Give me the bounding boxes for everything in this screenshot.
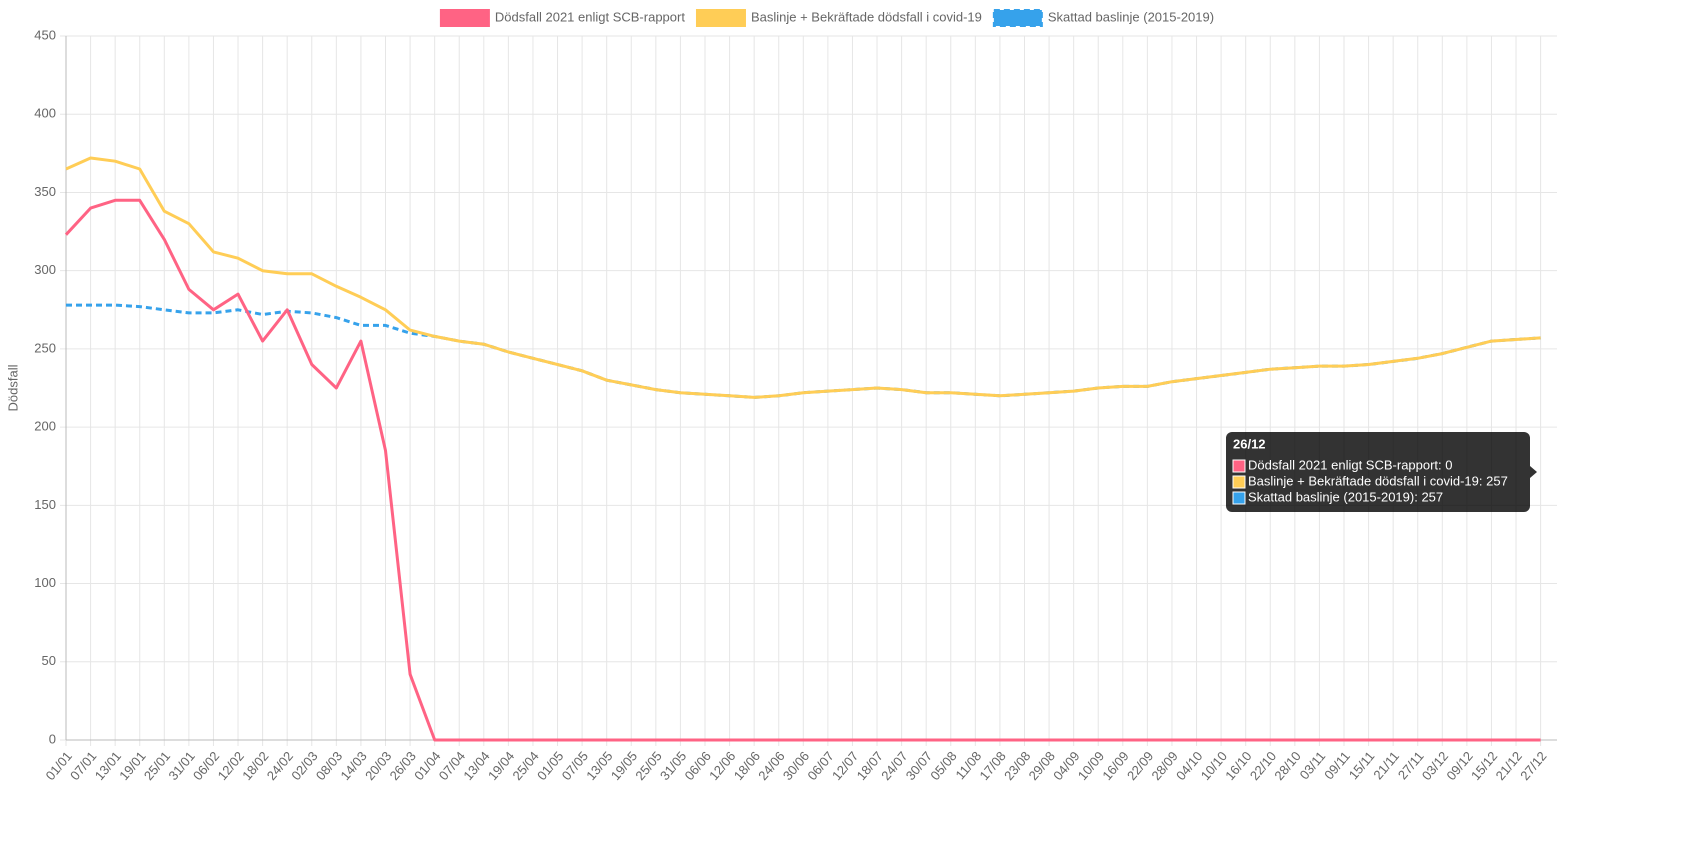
x-tick-label: 25/05 — [632, 748, 664, 783]
x-tick-label: 07/04 — [436, 748, 468, 783]
x-tick-label: 04/10 — [1173, 748, 1205, 783]
x-tick-label: 21/12 — [1493, 748, 1525, 783]
x-tick-label: 25/01 — [141, 748, 173, 783]
x-tick-label: 31/01 — [165, 748, 197, 783]
x-tick-label: 25/04 — [509, 748, 541, 783]
x-tick-label: 12/07 — [829, 748, 861, 783]
x-tick-label: 01/01 — [43, 748, 75, 783]
legend-swatch — [992, 9, 1043, 27]
x-tick-label: 09/11 — [1321, 748, 1353, 782]
legend-swatch — [695, 9, 746, 27]
legend: Dödsfall 2021 enligt SCB-rapport Baslinje… — [439, 9, 1214, 27]
y-tick-label: 100 — [34, 575, 56, 590]
tooltip-line: Dödsfall 2021 enligt SCB-rapport: 0 — [1248, 457, 1453, 472]
x-tick-label: 17/08 — [976, 748, 1008, 783]
x-tick-label: 23/08 — [1001, 748, 1033, 783]
tooltip-swatch — [1232, 491, 1246, 505]
series-line — [64, 198, 1541, 742]
x-tick-label: 07/05 — [559, 748, 591, 783]
x-tick-label: 24/06 — [755, 748, 787, 783]
x-tick-label: 09/12 — [1443, 748, 1475, 783]
x-tick-label: 06/02 — [190, 748, 222, 783]
tooltip-line: Baslinje + Bekräftade dödsfall i covid-1… — [1248, 473, 1508, 488]
y-tick-label: 350 — [34, 184, 56, 199]
x-tick-label: 28/10 — [1271, 748, 1303, 783]
legend-label: Dödsfall 2021 enligt SCB-rapport — [495, 9, 685, 24]
x-tick-label: 26/03 — [387, 748, 419, 783]
x-tick-label: 08/03 — [313, 748, 345, 783]
x-tick-label: 19/05 — [608, 748, 640, 783]
x-tick-label: 05/08 — [927, 748, 959, 783]
x-tick-label: 12/02 — [215, 748, 247, 783]
x-tick-label: 01/04 — [411, 748, 443, 783]
series-line — [65, 156, 1541, 399]
tooltip-caret — [1530, 466, 1537, 478]
tooltip-swatch — [1232, 475, 1246, 489]
x-tick-label: 10/09 — [1075, 748, 1107, 783]
y-tick-label: 400 — [34, 106, 56, 121]
legend-swatch — [439, 9, 490, 27]
x-tick-label: 31/05 — [657, 748, 689, 783]
x-tick-label: 19/01 — [116, 748, 148, 783]
x-tick-label: 30/06 — [780, 748, 812, 783]
tooltip-swatch — [1232, 459, 1246, 473]
x-tick-label: 10/10 — [1198, 748, 1230, 783]
tooltip: 26/12 Dödsfall 2021 enligt SCB-rapport: 0… — [1226, 432, 1537, 512]
x-tick-label: 04/09 — [1050, 748, 1082, 783]
x-tick-label: 13/05 — [583, 748, 615, 783]
x-tick-label: 12/06 — [706, 748, 738, 783]
x-tick-label: 13/04 — [460, 748, 492, 783]
y-tick-label: 150 — [34, 497, 56, 512]
x-tick-label: 02/03 — [288, 748, 320, 783]
x-tick-label: 15/11 — [1346, 748, 1378, 782]
x-tick-label: 22/09 — [1124, 748, 1156, 783]
tooltip-box — [1226, 432, 1530, 512]
x-tick-label: 18/07 — [854, 748, 886, 783]
x-tick-label: 21/11 — [1370, 748, 1402, 782]
y-tick-label: 0 — [49, 731, 56, 746]
x-tick-label: 18/02 — [239, 748, 271, 783]
x-tick-label: 01/05 — [534, 748, 566, 783]
legend-label: Skattad baslinje (2015-2019) — [1048, 9, 1214, 24]
x-tick-label: 29/08 — [1026, 748, 1058, 783]
x-tick-label: 19/04 — [485, 748, 517, 783]
y-tick-label: 200 — [34, 419, 56, 434]
x-tick-label: 15/12 — [1468, 748, 1500, 783]
x-tick-label: 28/09 — [1148, 748, 1180, 783]
x-tick-label: 07/01 — [67, 748, 99, 783]
tooltip-title: 26/12 — [1233, 436, 1266, 451]
x-tick-label: 03/11 — [1297, 748, 1329, 782]
x-tick-label: 16/09 — [1099, 748, 1131, 783]
x-tick-label: 06/07 — [804, 748, 836, 783]
x-tick-label: 13/01 — [92, 748, 124, 783]
x-tick-label: 24/07 — [878, 748, 910, 783]
x-tick-label: 30/07 — [903, 748, 935, 783]
y-tick-label: 300 — [34, 262, 56, 277]
legend-label: Baslinje + Bekräftade dödsfall i covid-1… — [751, 9, 982, 24]
x-tick-label: 20/03 — [362, 748, 394, 783]
tooltip-line: Skattad baslinje (2015-2019): 257 — [1248, 489, 1443, 504]
x-tick-label: 14/03 — [337, 748, 369, 783]
x-tick-label: 06/06 — [682, 748, 714, 783]
x-tick-label: 18/06 — [731, 748, 763, 783]
x-tick-label: 27/12 — [1517, 748, 1549, 783]
y-tick-label: 450 — [34, 27, 56, 42]
x-tick-label: 03/12 — [1419, 748, 1451, 783]
y-tick-label: 250 — [34, 340, 56, 355]
x-tick-label: 22/10 — [1247, 748, 1279, 783]
y-axis-label: Dödsfall — [5, 364, 20, 411]
x-tick-label: 16/10 — [1222, 748, 1254, 783]
x-tick-label: 24/02 — [264, 748, 296, 783]
y-tick-label: 50 — [42, 653, 56, 668]
